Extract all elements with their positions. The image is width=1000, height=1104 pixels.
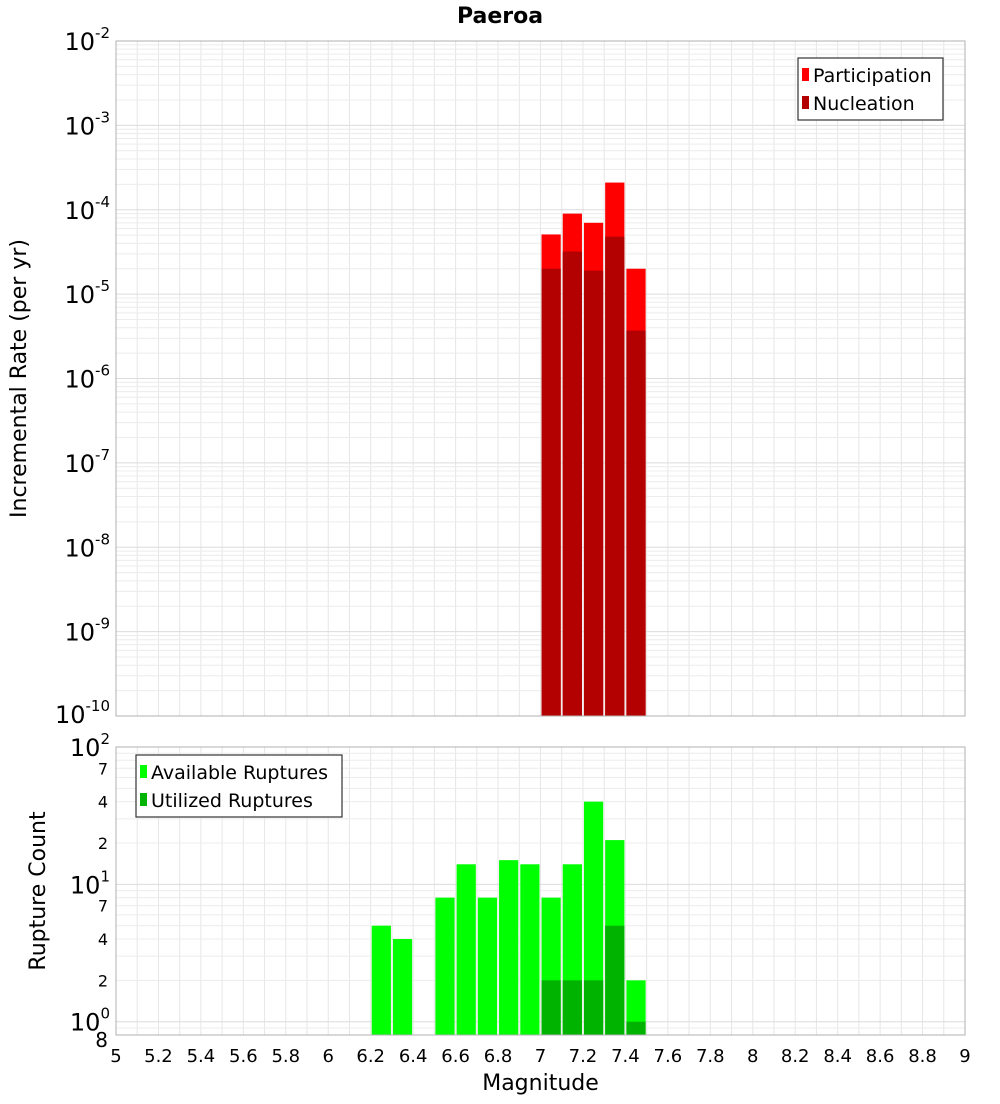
xtick-4: 5.8 — [271, 1046, 300, 1067]
bar-utilized-ruptures-4 — [626, 1021, 646, 1035]
xtick-17: 8.4 — [823, 1046, 852, 1067]
xtick-13: 7.6 — [654, 1046, 683, 1067]
top-ytick-4: 10-6 — [64, 362, 110, 394]
top-ytick-3: 10-7 — [64, 446, 110, 478]
top-ytick-8: 10-2 — [64, 24, 110, 56]
xtick-7: 6.4 — [399, 1046, 428, 1067]
top-plot: 10-10 10-9 10-8 10-7 10-6 10-5 10-4 10-3 10-2 Pae… — [7, 4, 966, 729]
xtick-14: 7.8 — [696, 1046, 725, 1067]
legend-label-1: Utilized Ruptures — [151, 790, 313, 812]
bar-utilized-ruptures-1 — [562, 980, 582, 1035]
top-ytick-2: 10-8 — [64, 530, 110, 562]
legend-box — [797, 57, 944, 121]
xtick-3: 5.6 — [229, 1046, 258, 1067]
chart-title: Paeroa — [457, 4, 543, 29]
bar-available-ruptures-3 — [456, 864, 476, 1035]
bar-utilized-ruptures-0 — [541, 980, 561, 1035]
bar-nucleation-1 — [562, 251, 582, 716]
xtick-6: 6.2 — [356, 1046, 385, 1067]
legend-label-1: Nucleation — [813, 93, 915, 115]
bar-utilized-ruptures-3 — [605, 925, 625, 1035]
bar-available-ruptures-5 — [499, 860, 519, 1035]
bottom-ytick-minor-6: 8 — [95, 1028, 108, 1052]
bottom-y-axis-label: Rupture Count — [26, 811, 51, 971]
bar-nucleation-2 — [583, 270, 604, 716]
bottom-ytick-minor-0: 7 — [98, 759, 108, 778]
xtick-5: 6 — [323, 1046, 334, 1067]
bar-available-ruptures-2 — [435, 897, 455, 1035]
xtick-16: 8.2 — [781, 1046, 810, 1067]
legend-swatch-0 — [140, 765, 147, 778]
xtick-12: 7.4 — [611, 1046, 640, 1067]
bar-available-ruptures-1 — [392, 939, 413, 1035]
xtick-20: 9 — [959, 1046, 970, 1067]
xtick-15: 8 — [747, 1046, 758, 1067]
xtick-2: 5.4 — [187, 1046, 216, 1067]
bar-nucleation-4 — [626, 330, 646, 716]
top-ytick-6: 10-4 — [64, 193, 110, 225]
bottom-ytick-minor-5: 2 — [98, 971, 108, 990]
bottom-ytick-minor-2: 2 — [98, 834, 108, 853]
xtick-0: 5 — [110, 1046, 121, 1067]
xtick-18: 8.6 — [866, 1046, 895, 1067]
xtick-19: 8.8 — [908, 1046, 937, 1067]
x-axis-label: Magnitude — [482, 1071, 599, 1096]
bottom-ytick-minor-1: 4 — [98, 793, 108, 812]
xtick-11: 7.2 — [569, 1046, 598, 1067]
legend-swatch-1 — [140, 793, 147, 806]
bar-nucleation-3 — [605, 236, 625, 716]
bar-utilized-ruptures-2 — [583, 980, 604, 1035]
bar-available-ruptures-9 — [583, 801, 604, 1035]
bottom-ytick-minor-4: 4 — [98, 930, 108, 949]
bar-available-ruptures-4 — [477, 897, 498, 1035]
xtick-8: 6.6 — [441, 1046, 470, 1067]
top-ytick-5: 10-5 — [64, 277, 110, 309]
legend-label-0: Participation — [813, 65, 932, 87]
bar-available-ruptures-11 — [626, 980, 646, 1035]
xtick-9: 6.8 — [484, 1046, 513, 1067]
xtick-1: 5.2 — [144, 1046, 173, 1067]
legend-swatch-1 — [802, 96, 809, 109]
legend-swatch-0 — [802, 68, 809, 81]
bottom-ytick-2: 100 — [70, 1005, 110, 1037]
bottom-ytick-0: 102 — [70, 730, 110, 762]
top-y-axis-label: Incremental Rate (per yr) — [7, 239, 32, 518]
bottom-ytick-minor-3: 7 — [98, 897, 108, 916]
bar-nucleation-0 — [541, 268, 561, 716]
bar-available-ruptures-0 — [371, 925, 391, 1035]
legend-box — [135, 754, 343, 818]
bottom-ytick-1: 101 — [70, 867, 110, 899]
top-ytick-7: 10-3 — [64, 108, 110, 140]
bar-available-ruptures-6 — [520, 864, 540, 1035]
xtick-10: 7 — [535, 1046, 546, 1067]
top-ytick-0: 10-10 — [55, 697, 110, 729]
top-ytick-1: 10-9 — [64, 615, 110, 647]
legend-label-0: Available Ruptures — [151, 762, 328, 784]
